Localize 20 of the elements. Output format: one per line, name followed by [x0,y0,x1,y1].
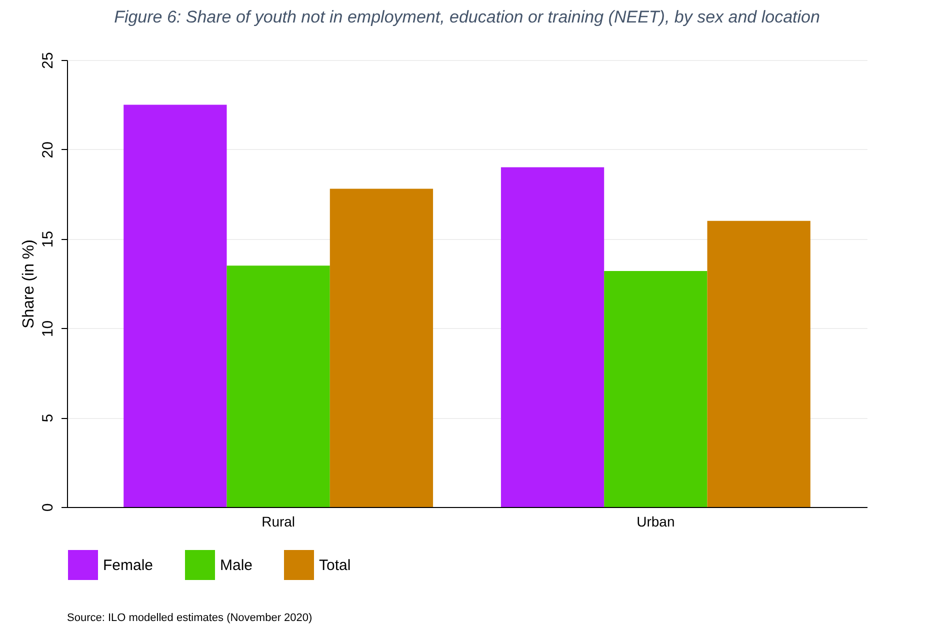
legend-label: Total [319,557,351,574]
bar [330,188,434,507]
source-note: Source: ILO modelled estimates (November 2020) [67,612,312,624]
y-tick-label: 20 [40,142,56,158]
bar [124,104,227,507]
chart-title: Figure 6: Share of youth not in employment, education or training (NEET), by sex and location [114,8,820,27]
bar [604,270,708,507]
bar [707,220,810,507]
x-tick-label: Rural [262,514,296,530]
x-tick-label: Urban [636,514,675,530]
y-tick-label: 15 [40,230,56,248]
y-tick-label: 5 [40,414,56,422]
legend-label: Female [103,557,154,574]
y-tick-label: 25 [40,52,56,69]
bar [500,167,604,507]
y-axis-title: Share (in %) [20,240,38,328]
bar [226,266,330,507]
y-tick-label: 10 [40,320,56,338]
y-tick-label: 0 [40,503,56,512]
legend-label: Male [220,557,253,574]
